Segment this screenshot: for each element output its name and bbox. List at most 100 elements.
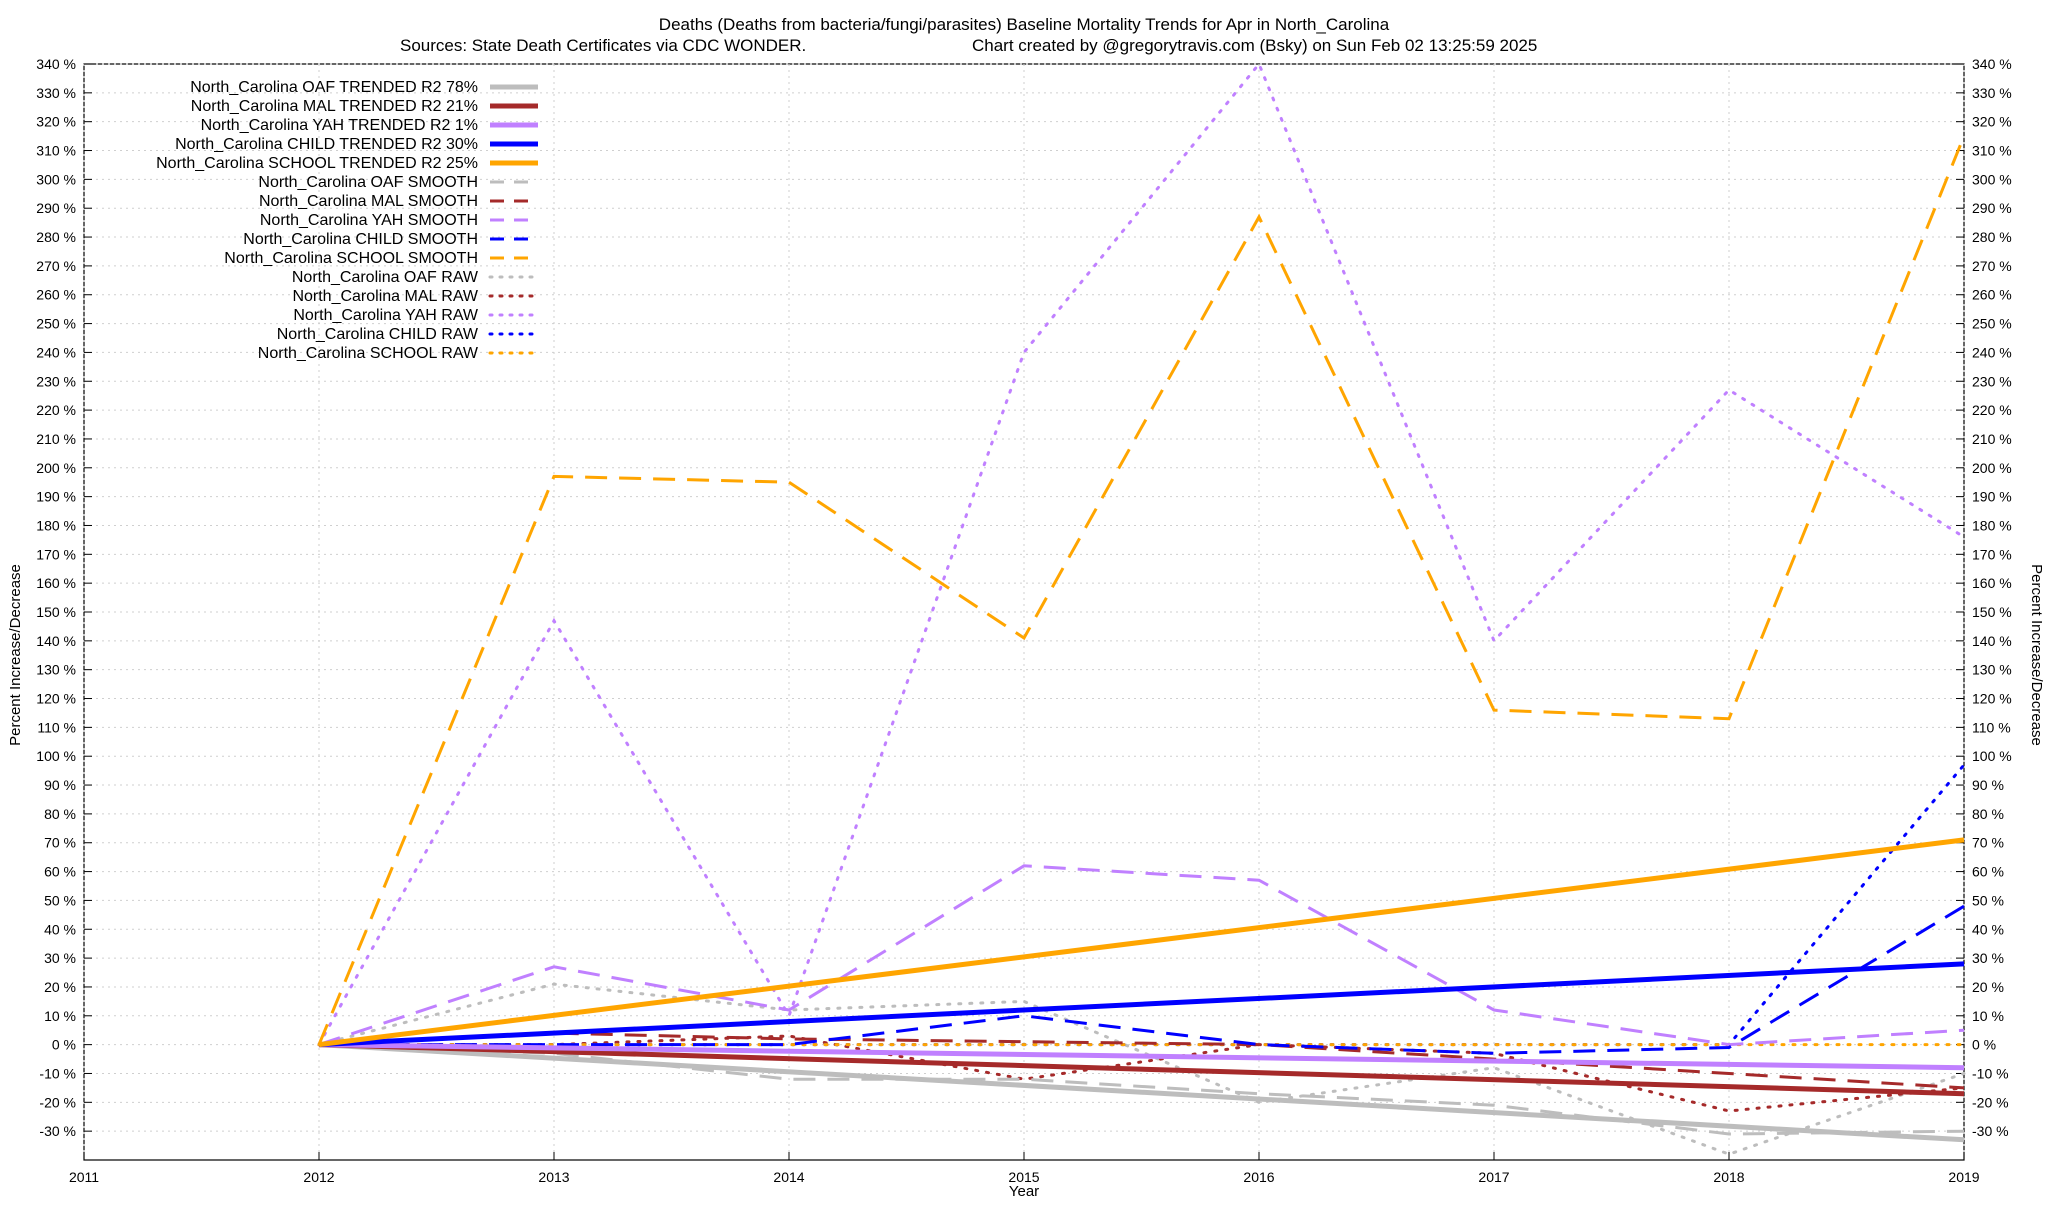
legend-label: North_Carolina SCHOOL TRENDED R2 25% xyxy=(156,155,478,172)
y-tick-label-left: 290 % xyxy=(36,200,76,216)
y-tick-label-left: 20 % xyxy=(44,979,76,995)
y-tick-label-right: 250 % xyxy=(1972,316,2012,332)
legend: North_Carolina OAF TRENDED R2 78% North_C… xyxy=(156,79,540,362)
y-tick-label-left: 300 % xyxy=(36,171,76,187)
y-tick-label-right: 80 % xyxy=(1972,806,2004,822)
y-tick-label-left: 240 % xyxy=(36,344,76,360)
y-tick-label-left: 310 % xyxy=(36,143,76,159)
grid-lines xyxy=(83,63,1965,1160)
y-tick-label-left: -20 % xyxy=(39,1094,76,1110)
y-tick-label-left: 200 % xyxy=(36,460,76,476)
y-tick-label-right: 190 % xyxy=(1972,489,2012,505)
y-tick-label-right: 60 % xyxy=(1972,864,2004,880)
y-tick-label-right: 340 % xyxy=(1972,56,2012,72)
y-tick-label-left: 130 % xyxy=(36,662,76,678)
y-tick-label-left: 280 % xyxy=(36,229,76,245)
series-line-0 xyxy=(318,1042,1965,1143)
y-tick-label-right: 200 % xyxy=(1972,460,2012,476)
chart-subtitle-sources: Sources: State Death Certificates via CD… xyxy=(400,36,806,55)
y-tick-label-right: 30 % xyxy=(1972,950,2004,966)
series-layer xyxy=(317,61,1966,1156)
y-axis-label-left: Percent Increase/Decrease xyxy=(7,564,24,746)
x-tick-label: 2014 xyxy=(773,1169,804,1185)
y-tick-label-right: 180 % xyxy=(1972,517,2012,533)
y-tick-label-left: 330 % xyxy=(36,85,76,101)
legend-label: North_Carolina MAL RAW xyxy=(292,288,478,305)
y-tick-label-left: 40 % xyxy=(44,921,76,937)
legend-label: North_Carolina SCHOOL RAW xyxy=(258,345,479,362)
y-tick-label-right: 100 % xyxy=(1972,748,2012,764)
y-tick-label-right: 160 % xyxy=(1972,575,2012,591)
x-tick-label: 2018 xyxy=(1713,1169,1744,1185)
y-tick-label-left: 0 % xyxy=(52,1037,76,1053)
y-tick-label-right: 240 % xyxy=(1972,344,2012,360)
y-tick-label-right: 10 % xyxy=(1972,1008,2004,1024)
y-tick-label-left: 160 % xyxy=(36,575,76,591)
y-tick-label-left: 50 % xyxy=(44,892,76,908)
y-tick-label-right: 40 % xyxy=(1972,921,2004,937)
series-line-3 xyxy=(318,961,1965,1048)
series-line-1 xyxy=(318,1042,1965,1097)
y-tick-label-right: 330 % xyxy=(1972,85,2012,101)
y-tick-label-right: -10 % xyxy=(1972,1065,2009,1081)
legend-label: North_Carolina OAF TRENDED R2 78% xyxy=(190,79,478,96)
y-tick-label-left: 320 % xyxy=(36,114,76,130)
y-tick-label-right: 230 % xyxy=(1972,373,2012,389)
y-tick-label-left: 170 % xyxy=(36,546,76,562)
legend-label: North_Carolina YAH SMOOTH xyxy=(260,212,478,229)
y-tick-label-right: 0 % xyxy=(1972,1037,1996,1053)
x-tick-label: 2011 xyxy=(69,1169,99,1185)
chart-subtitle-credit: Chart created by @gregorytravis.com (Bsk… xyxy=(972,36,1537,55)
y-tick-label-left: 190 % xyxy=(36,489,76,505)
y-tick-label-right: 210 % xyxy=(1972,431,2012,447)
y-tick-label-left: 270 % xyxy=(36,258,76,274)
axis-ticks: -30 % -30 % -20 % -20 % -10 % -10 % 0 % 0 % 10 %… xyxy=(36,56,2011,1185)
y-tick-label-left: 70 % xyxy=(44,835,76,851)
legend-label: North_Carolina SCHOOL SMOOTH xyxy=(224,250,478,267)
x-tick-label: 2012 xyxy=(303,1169,334,1185)
legend-label: North_Carolina OAF RAW xyxy=(292,269,479,286)
y-tick-label-left: 250 % xyxy=(36,316,76,332)
y-tick-label-right: 50 % xyxy=(1972,892,2004,908)
y-tick-label-right: 290 % xyxy=(1972,200,2012,216)
y-tick-label-left: 120 % xyxy=(36,691,76,707)
y-tick-label-left: 80 % xyxy=(44,806,76,822)
legend-label: North_Carolina YAH RAW xyxy=(293,307,479,324)
y-tick-label-right: 70 % xyxy=(1972,835,2004,851)
y-tick-label-right: -20 % xyxy=(1972,1094,2009,1110)
y-tick-label-right: 170 % xyxy=(1972,546,2012,562)
series-line-9 xyxy=(317,135,1966,1046)
y-tick-label-right: 300 % xyxy=(1972,171,2012,187)
series-line-8 xyxy=(319,904,1965,1055)
y-tick-label-right: 20 % xyxy=(1972,979,2004,995)
y-tick-label-right: 260 % xyxy=(1972,287,2012,303)
series-line-5 xyxy=(318,1043,1965,1136)
y-tick-label-left: 30 % xyxy=(44,950,76,966)
y-tick-label-left: 150 % xyxy=(36,604,76,620)
y-tick-label-right: 130 % xyxy=(1972,662,2012,678)
x-tick-label: 2016 xyxy=(1243,1169,1274,1185)
y-tick-label-right: 270 % xyxy=(1972,258,2012,274)
y-tick-label-left: -30 % xyxy=(39,1123,76,1139)
y-tick-label-left: 230 % xyxy=(36,373,76,389)
legend-label: North_Carolina MAL SMOOTH xyxy=(259,193,478,210)
y-tick-label-right: 280 % xyxy=(1972,229,2012,245)
y-tick-label-left: 220 % xyxy=(36,402,76,418)
y-tick-label-left: 90 % xyxy=(44,777,76,793)
legend-label: North_Carolina CHILD TRENDED R2 30% xyxy=(175,136,478,153)
x-tick-label: 2019 xyxy=(1948,1169,1979,1185)
series-line-7 xyxy=(318,864,1965,1047)
series-line-2 xyxy=(318,1042,1965,1071)
y-tick-label-right: 90 % xyxy=(1972,777,2004,793)
chart-title: Deaths (Deaths from bacteria/fungi/paras… xyxy=(659,15,1390,34)
y-tick-label-right: -30 % xyxy=(1972,1123,2009,1139)
y-tick-label-right: 220 % xyxy=(1972,402,2012,418)
y-tick-label-left: 140 % xyxy=(36,633,76,649)
y-tick-label-left: 100 % xyxy=(36,748,76,764)
y-tick-label-right: 320 % xyxy=(1972,114,2012,130)
series-line-12 xyxy=(317,61,1966,1047)
y-tick-label-right: 110 % xyxy=(1972,719,2011,735)
x-tick-label: 2017 xyxy=(1478,1169,1509,1185)
